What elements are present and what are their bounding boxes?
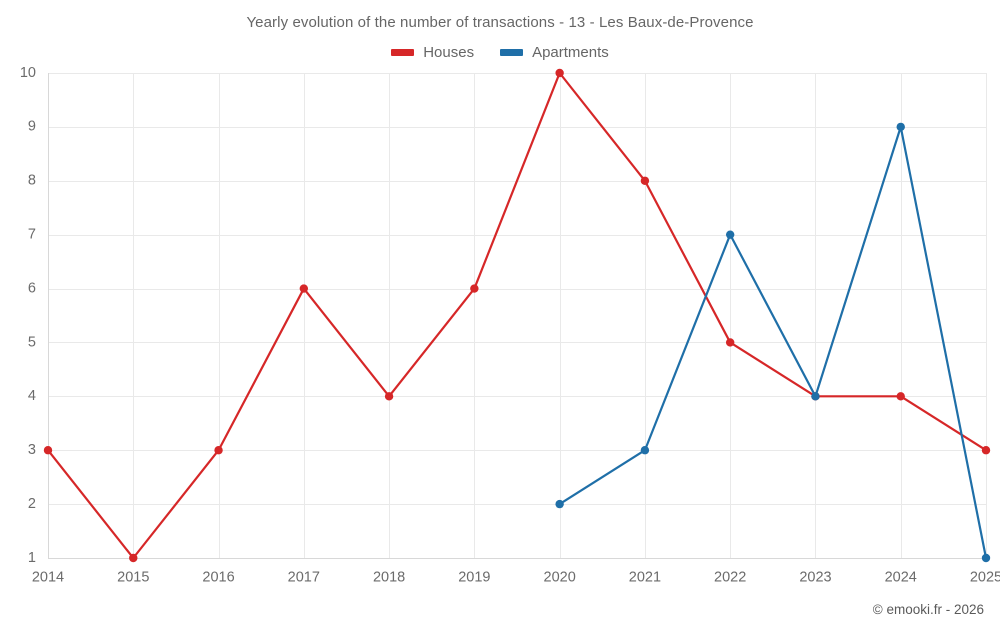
data-point-houses-2018[interactable] bbox=[384, 392, 394, 401]
data-point-houses-2019[interactable] bbox=[470, 284, 479, 293]
page-title: Yearly evolution of the number of transa… bbox=[246, 14, 754, 31]
y-axis-tick-label: 3 bbox=[28, 442, 36, 458]
x-axis-tick-label: 2020 bbox=[544, 570, 576, 586]
x-axis-tick-label: 2014 bbox=[32, 570, 64, 586]
legend-label-apartments: Apartments bbox=[532, 44, 609, 61]
data-point-apartments-2024[interactable] bbox=[896, 122, 905, 132]
data-point-houses-2024[interactable] bbox=[896, 392, 905, 401]
data-point-houses-2014[interactable] bbox=[43, 446, 53, 455]
x-axis-tick-labels: 2014 2015 2016 2017 2018 2019 2020 2021 2022 2023… bbox=[32, 570, 1000, 586]
chart-legend: Houses Apartments bbox=[0, 44, 1000, 61]
y-axis-tick-label: 9 bbox=[28, 119, 36, 135]
y-axis-tick-label: 2 bbox=[28, 496, 36, 512]
data-point-houses-2016[interactable] bbox=[214, 446, 223, 455]
x-axis-tick-label: 2023 bbox=[799, 570, 831, 586]
footer-credit: © emooki.fr - 2026 bbox=[872, 602, 984, 617]
y-axis-tick-label: 6 bbox=[28, 280, 36, 296]
data-point-houses-2025[interactable] bbox=[981, 446, 991, 455]
y-axis-tick-label: 7 bbox=[28, 226, 36, 242]
data-point-apartments-2022[interactable] bbox=[725, 230, 735, 239]
y-axis-tick-label: 8 bbox=[28, 173, 36, 189]
x-axis-tick-label: 2019 bbox=[458, 570, 490, 586]
series-line-apartments bbox=[558, 125, 988, 560]
series-line-houses bbox=[46, 71, 988, 560]
x-axis-tick-label: 2015 bbox=[117, 570, 149, 586]
legend-item-apartments[interactable]: Apartments bbox=[500, 44, 609, 61]
x-axis-tick-label: 2025 bbox=[970, 570, 1000, 586]
y-axis-tick-label: 4 bbox=[28, 388, 36, 404]
x-axis-tick-label: 2017 bbox=[288, 570, 320, 586]
legend-label-houses: Houses bbox=[423, 44, 475, 61]
x-axis-tick-label: 2021 bbox=[629, 570, 661, 586]
legend-swatch-apartments bbox=[500, 49, 524, 56]
legend-item-houses[interactable]: Houses bbox=[391, 44, 474, 61]
y-axis-tick-label: 10 bbox=[20, 65, 36, 81]
x-axis-tick-label: 2022 bbox=[714, 570, 746, 586]
y-axis-tick-label: 5 bbox=[28, 334, 36, 350]
data-point-houses-2021[interactable] bbox=[640, 176, 650, 185]
data-point-apartments-2020[interactable] bbox=[555, 499, 564, 509]
data-series bbox=[43, 68, 991, 563]
x-axis-tick-label: 2018 bbox=[373, 570, 405, 586]
data-point-apartments-2023[interactable] bbox=[811, 392, 820, 401]
x-axis-tick-label: 2024 bbox=[885, 570, 917, 586]
data-point-houses-2022[interactable] bbox=[725, 338, 735, 347]
y-axis-tick-labels: 1 2 3 4 5 6 7 8 9 10 bbox=[20, 65, 36, 566]
data-point-apartments-2025[interactable] bbox=[981, 553, 991, 563]
data-point-houses-2020[interactable] bbox=[555, 68, 564, 78]
data-point-houses-2017[interactable] bbox=[299, 284, 309, 293]
x-axis-tick-label: 2016 bbox=[202, 570, 234, 586]
data-point-houses-2015[interactable] bbox=[129, 553, 138, 563]
data-point-apartments-2021[interactable] bbox=[640, 446, 650, 455]
gridlines bbox=[48, 73, 987, 559]
y-axis-tick-label: 1 bbox=[28, 550, 36, 566]
legend-swatch-houses bbox=[391, 49, 415, 56]
axis-lines bbox=[48, 73, 986, 559]
